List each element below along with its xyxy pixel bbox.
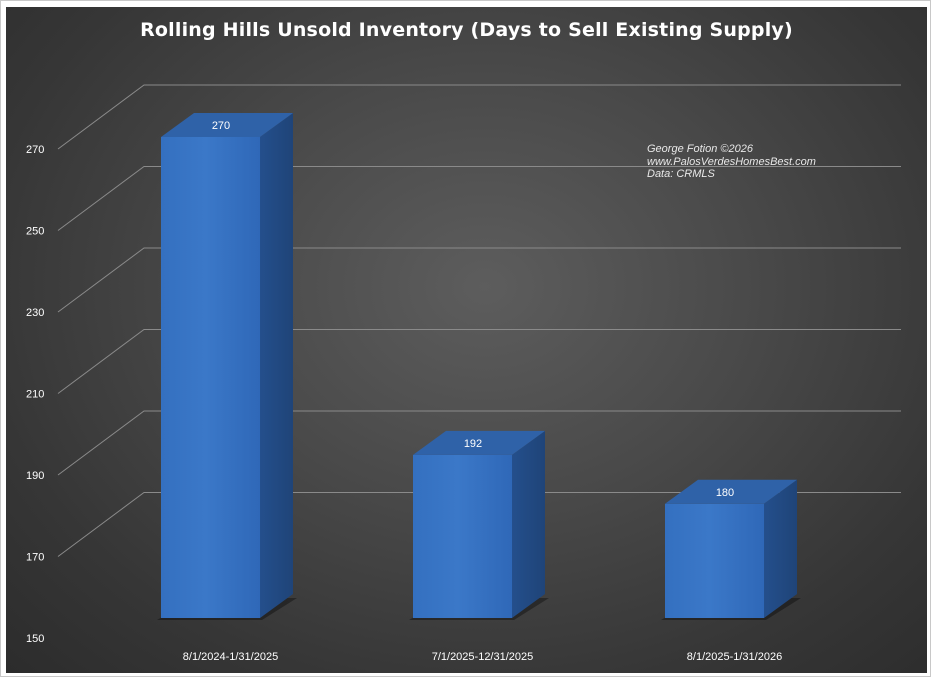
- bar-top: [161, 113, 293, 137]
- credit-website: www.PalosVerdesHomesBest.com: [647, 155, 816, 168]
- bar-front: [161, 137, 260, 618]
- data-label: 270: [212, 120, 230, 132]
- credit-source: Data: CRMLS: [647, 168, 715, 180]
- gridline: [57, 410, 901, 476]
- y-tick-label: 210: [26, 389, 44, 401]
- bar-top: [665, 479, 797, 504]
- x-tick-label: 8/1/2024-1/31/2025: [183, 651, 278, 663]
- x-tick-label: 7/1/2025-12/31/2025: [432, 651, 534, 663]
- bar-side: [260, 113, 293, 618]
- y-axis-ticks: 150 170 190 210 230 250 270: [26, 144, 44, 645]
- chart-plot: 150 170 190 210 230 250 270 270 192 180 8/1/2024…: [26, 84, 901, 663]
- data-label: 180: [716, 487, 734, 499]
- bar: 180: [661, 479, 801, 620]
- gridline: [57, 329, 901, 394]
- x-axis-ticks: 8/1/2024-1/31/2025 7/1/2025-12/31/2025 8/1…: [183, 651, 782, 663]
- bars: 270 192 180: [157, 113, 801, 620]
- chart-area: 150 170 190 210 230 250 270 270 192 180 8/1/2024…: [6, 7, 927, 673]
- y-tick-label: 230: [26, 307, 44, 319]
- x-tick-label: 8/1/2025-1/31/2026: [687, 651, 782, 663]
- bar: 192: [409, 430, 549, 620]
- gridline: [57, 247, 901, 313]
- gridline: [57, 84, 901, 150]
- credit-annotation: George Fotion ©2026 www.PalosVerdesHomes…: [647, 143, 816, 181]
- data-label: 192: [464, 438, 482, 450]
- y-tick-label: 150: [26, 633, 44, 645]
- bar: 270: [157, 113, 297, 620]
- bar-side: [512, 430, 545, 618]
- bar-top: [413, 430, 545, 455]
- bar-side: [764, 479, 797, 618]
- bar-front: [413, 454, 512, 618]
- y-tick-label: 270: [26, 144, 44, 156]
- chart-title: Rolling Hills Unsold Inventory (Days to …: [140, 19, 793, 41]
- credit-author: George Fotion ©2026: [647, 143, 753, 155]
- y-tick-label: 170: [26, 552, 44, 564]
- gridline: [57, 166, 901, 231]
- bar-front: [665, 503, 764, 618]
- gridlines: [57, 84, 901, 557]
- gridline: [57, 492, 901, 557]
- y-tick-label: 190: [26, 470, 44, 482]
- y-tick-label: 250: [26, 226, 44, 238]
